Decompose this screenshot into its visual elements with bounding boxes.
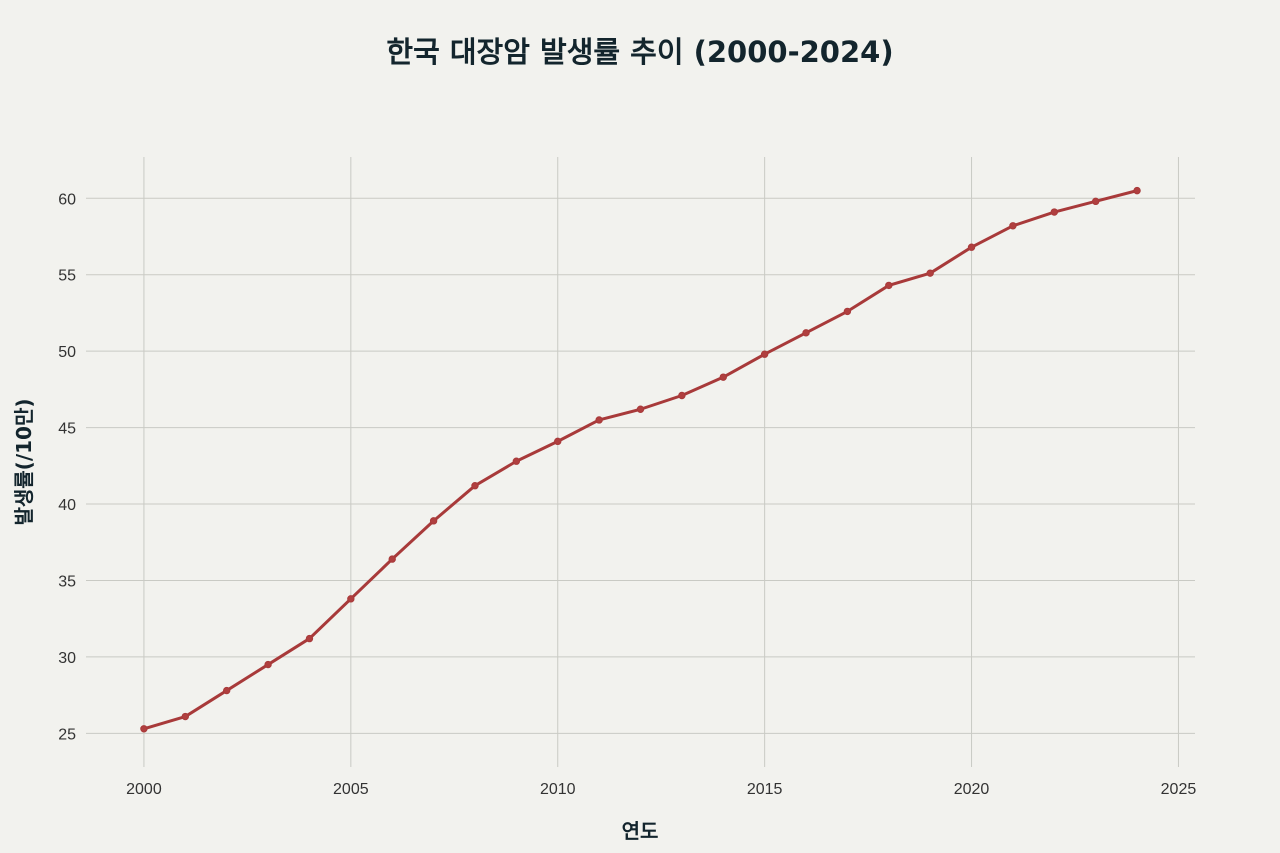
data-point xyxy=(1050,208,1059,216)
data-point xyxy=(222,686,231,695)
data-point xyxy=(967,243,976,251)
data-point xyxy=(264,660,272,669)
x-tick-label: 2025 xyxy=(1161,781,1197,798)
x-tick-label: 2005 xyxy=(333,781,369,798)
data-point xyxy=(595,416,603,424)
data-point xyxy=(636,405,645,413)
data-point xyxy=(843,307,852,316)
data-point xyxy=(1133,186,1141,195)
y-axis-title: 발생률(/10만) xyxy=(12,398,36,525)
data-point xyxy=(181,712,190,721)
x-tick-label: 2020 xyxy=(954,781,990,798)
data-point xyxy=(885,281,893,290)
x-tick-label: 2015 xyxy=(747,781,783,798)
x-tick-label: 2000 xyxy=(126,781,162,798)
y-tick-label: 50 xyxy=(58,344,76,361)
y-tick-label: 30 xyxy=(58,650,76,667)
data-point xyxy=(1091,197,1100,206)
data-point xyxy=(347,595,355,603)
data-point xyxy=(140,725,148,733)
data-point xyxy=(554,437,562,446)
y-tick-label: 35 xyxy=(58,573,76,590)
y-tick-label: 45 xyxy=(58,421,76,438)
data-point xyxy=(429,517,438,525)
y-tick-label: 60 xyxy=(58,191,76,208)
y-tick-label: 40 xyxy=(58,497,76,514)
y-tick-label: 55 xyxy=(58,268,76,285)
y-tick-label: 25 xyxy=(58,726,76,743)
data-point xyxy=(678,391,686,400)
x-tick-label: 2010 xyxy=(540,781,576,798)
data-point xyxy=(305,634,314,643)
series-line xyxy=(142,189,1139,731)
x-axis-title: 연도 xyxy=(622,819,659,843)
data-point xyxy=(1009,222,1017,230)
gridlines xyxy=(86,157,1195,767)
data-point xyxy=(760,350,769,358)
data-point xyxy=(388,555,396,563)
data-point xyxy=(719,373,727,381)
data-point xyxy=(512,457,521,465)
data-point xyxy=(471,481,479,490)
data-point xyxy=(926,269,934,277)
data-series xyxy=(140,186,1141,733)
chart-title: 한국 대장암 발생률 추이 (2000-2024) xyxy=(386,35,893,69)
tick-labels: 2000 2005 2010 2015 2020 2025 25 30 35 40 45 50 55 60 xyxy=(58,191,1196,798)
data-point xyxy=(802,329,810,337)
